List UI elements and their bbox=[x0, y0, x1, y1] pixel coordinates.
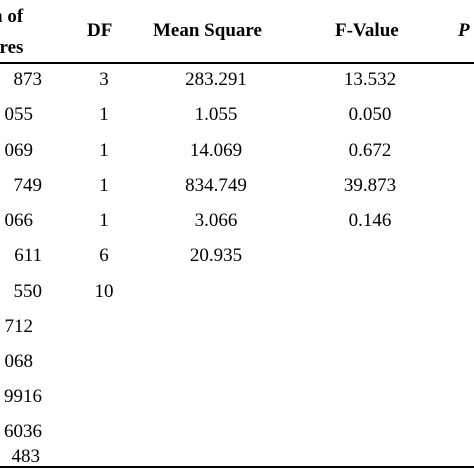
sum-of-squares-cell: 9916 bbox=[4, 386, 42, 407]
f-value-cell: 39.873 bbox=[343, 175, 397, 196]
header-p-value: P bbox=[458, 20, 470, 41]
sum-of-squares-cell: 066 bbox=[4, 210, 34, 231]
sum-of-squares-cell: 055 bbox=[4, 104, 34, 125]
sum-of-squares-cell: 712 bbox=[4, 316, 34, 337]
header-sum-of-squares-line2: ares bbox=[0, 37, 24, 58]
sum-of-squares-cell: 6036 bbox=[4, 421, 42, 442]
f-value-cell: 0.050 bbox=[348, 104, 392, 125]
sum-of-squares-cell: 749 bbox=[13, 175, 43, 196]
df-cell: 1 bbox=[99, 175, 109, 196]
header-df: DF bbox=[87, 20, 113, 41]
header-rule bbox=[0, 62, 474, 64]
sum-of-squares-cell: 550 bbox=[13, 281, 43, 302]
mean-square-cell: 834.749 bbox=[185, 175, 247, 196]
header-f-value: F-Value bbox=[335, 20, 399, 41]
df-cell: 1 bbox=[99, 210, 109, 231]
mean-square-cell: 14.069 bbox=[189, 140, 243, 161]
df-cell: 3 bbox=[99, 69, 109, 90]
f-value-cell: 13.532 bbox=[343, 69, 397, 90]
df-cell: 10 bbox=[94, 281, 114, 302]
sum-of-squares-cell: 068 bbox=[4, 351, 34, 372]
mean-square-cell: 3.066 bbox=[194, 210, 238, 231]
f-value-cell: 0.672 bbox=[348, 140, 392, 161]
mean-square-cell: 1.055 bbox=[194, 104, 238, 125]
df-cell: 1 bbox=[99, 104, 109, 125]
sum-of-squares-cell: 873 bbox=[13, 69, 43, 90]
sum-of-squares-cell: 611 bbox=[14, 245, 42, 266]
sum-of-squares-cell: 483 bbox=[11, 446, 41, 467]
f-value-cell: 0.146 bbox=[348, 210, 392, 231]
df-cell: 1 bbox=[99, 140, 109, 161]
sum-of-squares-cell: 069 bbox=[4, 140, 34, 161]
df-cell: 6 bbox=[99, 245, 109, 266]
mean-square-cell: 20.935 bbox=[189, 245, 243, 266]
mean-square-cell: 283.291 bbox=[185, 69, 247, 90]
header-mean-square: Mean Square bbox=[153, 20, 262, 41]
bottom-rule bbox=[0, 466, 474, 468]
header-sum-of-squares-line1: n of bbox=[0, 6, 24, 27]
